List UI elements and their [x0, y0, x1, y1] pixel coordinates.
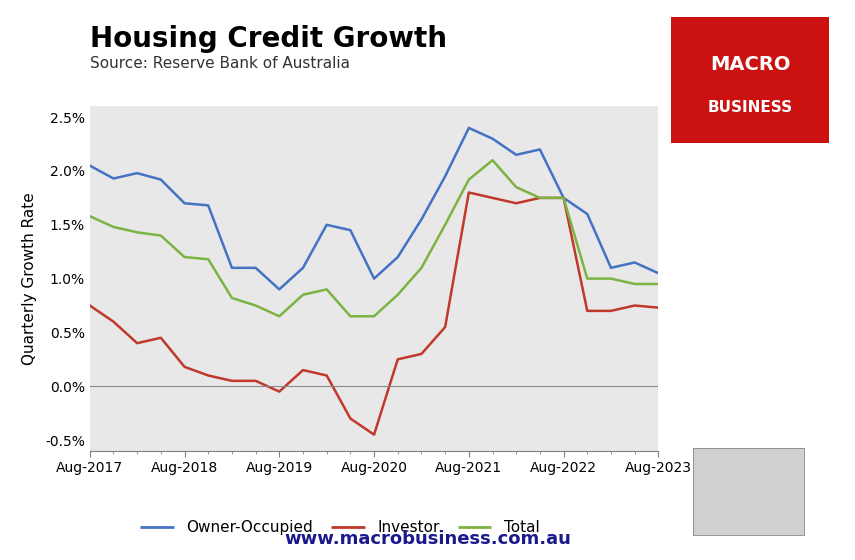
Investor — [251, 377, 261, 384]
Total — [534, 194, 545, 201]
Owner-Occupied — [653, 270, 663, 277]
Investor — [227, 377, 237, 384]
Investor — [606, 307, 616, 314]
Owner-Occupied — [321, 221, 332, 228]
Total — [582, 275, 593, 282]
Investor — [392, 356, 403, 363]
Total — [274, 313, 285, 320]
Investor — [180, 363, 190, 370]
Investor — [321, 372, 332, 379]
Legend: Owner-Occupied, Investor, Total: Owner-Occupied, Investor, Total — [134, 514, 545, 542]
Total — [345, 313, 356, 320]
Owner-Occupied — [440, 173, 451, 180]
Total — [369, 313, 379, 320]
Investor — [558, 194, 569, 201]
Total — [251, 302, 261, 309]
Investor — [582, 307, 593, 314]
Investor — [203, 372, 214, 379]
Investor — [132, 340, 142, 347]
Text: www.macrobusiness.com.au: www.macrobusiness.com.au — [284, 530, 571, 548]
Investor — [511, 200, 522, 207]
Investor — [109, 318, 119, 325]
Owner-Occupied — [416, 216, 427, 223]
Total — [606, 275, 616, 282]
Text: Source: Reserve Bank of Australia: Source: Reserve Bank of Australia — [90, 56, 350, 71]
Total — [416, 264, 427, 271]
Total — [558, 194, 569, 201]
Total — [180, 254, 190, 260]
Total — [203, 256, 214, 263]
Investor — [463, 189, 474, 196]
Total — [321, 286, 332, 293]
Investor — [369, 431, 379, 438]
Total — [487, 157, 498, 164]
Owner-Occupied — [274, 286, 285, 293]
Total — [511, 184, 522, 190]
Investor — [629, 302, 640, 309]
Investor — [440, 324, 451, 330]
Total — [156, 232, 166, 239]
Total — [298, 291, 308, 298]
Total — [629, 281, 640, 287]
Investor — [534, 194, 545, 201]
Total — [440, 221, 451, 228]
Owner-Occupied — [227, 264, 237, 271]
Owner-Occupied — [534, 146, 545, 153]
Owner-Occupied — [392, 254, 403, 260]
Total — [463, 176, 474, 183]
Owner-Occupied — [487, 136, 498, 142]
Investor — [156, 334, 166, 341]
Text: MACRO: MACRO — [710, 55, 791, 74]
Owner-Occupied — [85, 162, 95, 169]
Investor — [416, 351, 427, 357]
Line: Total: Total — [90, 160, 658, 316]
Investor — [274, 388, 285, 395]
Investor — [345, 415, 356, 422]
Owner-Occupied — [251, 264, 261, 271]
Total — [653, 281, 663, 287]
Owner-Occupied — [203, 202, 214, 209]
Owner-Occupied — [156, 176, 166, 183]
Owner-Occupied — [606, 264, 616, 271]
Total — [227, 295, 237, 301]
Owner-Occupied — [558, 194, 569, 201]
Text: Housing Credit Growth: Housing Credit Growth — [90, 25, 447, 53]
Owner-Occupied — [369, 275, 379, 282]
Y-axis label: Quarterly Growth Rate: Quarterly Growth Rate — [21, 192, 37, 365]
Owner-Occupied — [582, 211, 593, 217]
Total — [85, 213, 95, 220]
Line: Owner-Occupied: Owner-Occupied — [90, 128, 658, 290]
Total — [132, 229, 142, 236]
Line: Investor: Investor — [90, 193, 658, 435]
Text: BUSINESS: BUSINESS — [708, 100, 793, 115]
Investor — [487, 194, 498, 201]
Investor — [298, 367, 308, 374]
Owner-Occupied — [109, 175, 119, 182]
Investor — [653, 304, 663, 311]
Owner-Occupied — [629, 259, 640, 266]
Owner-Occupied — [180, 200, 190, 207]
Owner-Occupied — [463, 124, 474, 131]
Owner-Occupied — [345, 227, 356, 234]
Owner-Occupied — [298, 264, 308, 271]
Owner-Occupied — [132, 170, 142, 176]
Investor — [85, 302, 95, 309]
Owner-Occupied — [511, 151, 522, 158]
Total — [392, 291, 403, 298]
Total — [109, 223, 119, 230]
